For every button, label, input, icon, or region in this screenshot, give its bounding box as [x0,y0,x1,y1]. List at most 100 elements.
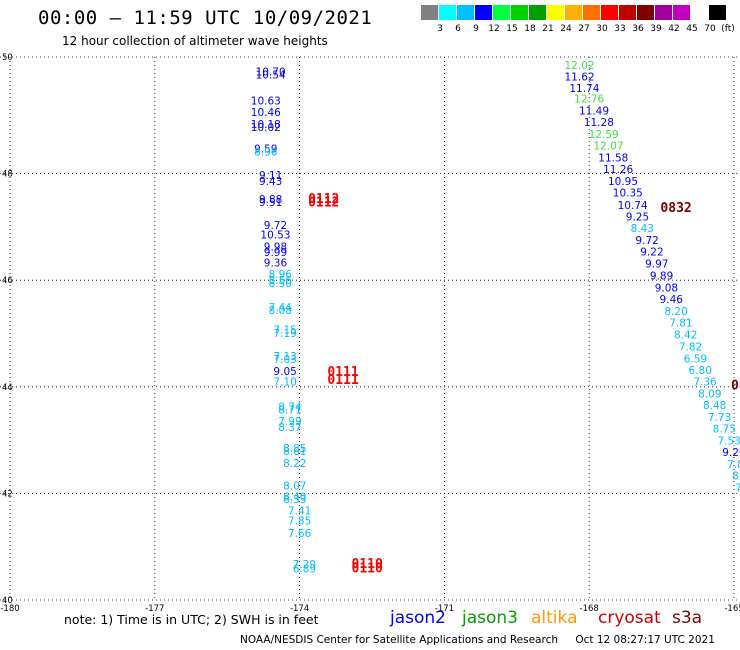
wave-height-label: 8.42 [674,329,697,341]
wave-height-label: 7.85 [288,515,311,527]
wave-height-label: 10.02 [251,122,281,134]
pass-time-label: 0111 [327,365,358,380]
wave-height-label: 8.43 [631,223,654,235]
wave-height-label: 9.11 [259,170,282,182]
wave-height-label: 7.99 [278,416,301,428]
wave-height-label: 7.03 [273,354,296,366]
wave-height-label: 7.81 [669,318,692,330]
wave-height-label: 8.08 [269,305,292,317]
wave-height-label: 8.56 [269,275,293,287]
scale-swatch [475,5,492,20]
scale-label: 27 [578,24,590,34]
scale-swatch [457,5,474,20]
wave-height-label: 9.72 [635,235,658,247]
scale-swatch [529,5,546,20]
scale-label: 33 [614,24,626,34]
page-title: 00:00 – 11:59 UTC 10/09/2021 [38,7,373,29]
wave-height-label: 10.35 [613,188,643,200]
wave-height-label: 9.46 [660,294,684,306]
wave-height-label: 11.49 [579,105,609,117]
wave-height-label: 6.89 [293,563,316,575]
wave-height-label: 8.20 [664,306,687,318]
pass-time-label: 0112 [308,192,339,207]
wave-height-labels: 10.7010.5410.6310.4610.1810.029.598.969.… [251,60,740,575]
map-axis-labels: -180 -177 -174 -171 -168 -165 50 48 46 44 42 40 [0,53,740,614]
scale-label: 15 [506,24,518,34]
scale-swatch [439,5,456,20]
wave-height-label: 10.53 [260,230,290,242]
scale-label: 70 [704,24,716,34]
wave-height-label: 7.10 [273,377,296,389]
wave-height-label: 6.59 [684,353,707,365]
x-tick-label: -168 [580,604,599,614]
scale-swatch [673,5,690,20]
x-tick-label: -165 [724,604,740,614]
scale-label: 39 [650,24,662,34]
pass-time-label: 08 [731,378,740,393]
scale-swatch [547,5,564,20]
scale-swatch [601,5,618,20]
wave-height-label: 7.13 [273,351,296,363]
pass-time-label: 0112 [308,196,339,211]
wave-height-label: 10.95 [608,176,638,188]
wave-height-label: 7.7 [735,482,740,494]
wave-height-label: 7.89 [727,459,740,471]
wave-height-label: 8.96 [269,269,293,281]
wave-height-label: 12.76 [574,94,604,106]
wave-height-label: 8.07 [283,481,306,493]
wave-height-label: 9.36 [264,257,288,269]
wave-height-label: 9.20 [722,447,740,459]
wave-height-label: 8.85 [283,443,306,455]
wave-height-label: 7.29 [293,559,316,571]
wave-height-label: 9.43 [259,176,282,188]
scale-label: 12 [488,24,500,34]
wave-height-label: 12.02 [565,60,595,72]
scale-label: 30 [596,24,608,34]
satellite-legend-item: jason2 [390,608,446,628]
wave-height-label: 10.63 [251,95,281,107]
wave-height-label: 7.41 [288,506,311,518]
scale-swatch [583,5,600,20]
wave-height-label: 7.19 [273,328,296,340]
wave-height-label: 9.59 [254,143,277,155]
y-tick-label: 48 [2,170,13,180]
wave-height-label: 10.70 [256,67,286,79]
wave-height-label: 9.89 [650,271,673,283]
x-tick-label: -177 [145,604,164,614]
wave-height-label: 10.74 [618,200,648,212]
wave-height-label: 7.73 [708,412,731,424]
wave-height-label: 8.48 [703,400,726,412]
wave-height-label: 7.53 [717,435,740,447]
wave-height-label: 8.61 [283,446,306,458]
wave-height-label: 11.74 [569,83,599,95]
wave-height-label: 7.82 [679,342,702,354]
wave-height-label: 7.15 [273,325,296,337]
y-tick-label: 44 [2,383,13,393]
wave-height-label: 9.22 [640,247,663,259]
scale-label: 18 [524,24,536,34]
scale-swatch [655,5,672,20]
credit-text: NOAA/NESDIS Center for Satellite Applica… [240,634,558,646]
satellite-legend-item: altika [531,608,578,628]
wave-height-label: 9.72 [264,220,287,232]
wave-height-label: 9.97 [645,258,668,270]
wave-height-label: 8.50 [269,278,292,290]
pass-time-label: 0111 [327,373,358,388]
footer-credit: NOAA/NESDIS Center for Satellite Applica… [240,634,715,646]
wave-height-label: 9.98 [264,241,287,253]
wave-height-label: 7.44 [269,302,293,314]
wave-height-label: 12.07 [593,141,623,153]
scale-label: 9 [473,24,479,34]
pass-time-label: 0110 [352,561,383,576]
page-subtitle: 12 hour collection of altimeter wave hei… [62,34,328,48]
y-tick-label: 40 [2,596,13,606]
scale-swatch [565,5,582,20]
scale-label: 36 [632,24,644,34]
wave-height-label: 8.09 [698,388,721,400]
scale-label: (ft) [721,24,735,34]
wave-height-label: 8.20 [732,471,740,483]
wave-height-label: 8.33 [283,494,306,506]
wave-height-label: 8.37 [278,422,301,434]
footer-note: note: 1) Time is in UTC; 2) SWH is in fe… [64,612,319,627]
scale-swatch [511,5,528,20]
